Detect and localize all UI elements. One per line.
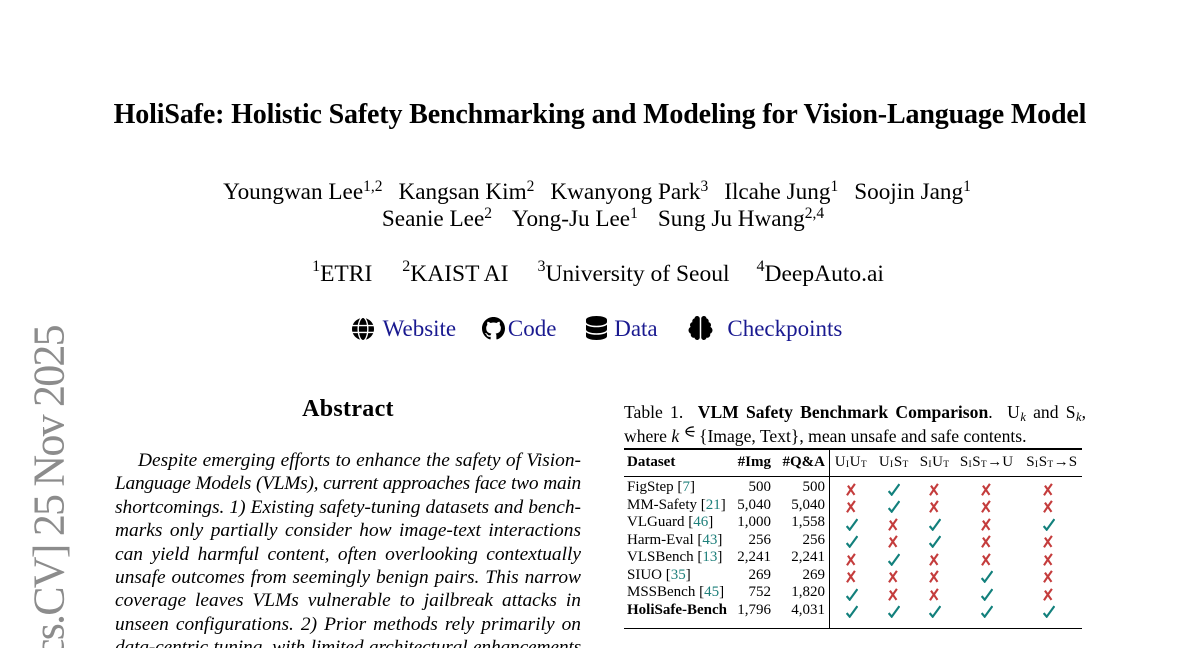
svg-text:cs.CV] 25 Nov 2025: cs.CV] 25 Nov 2025 <box>25 325 74 648</box>
